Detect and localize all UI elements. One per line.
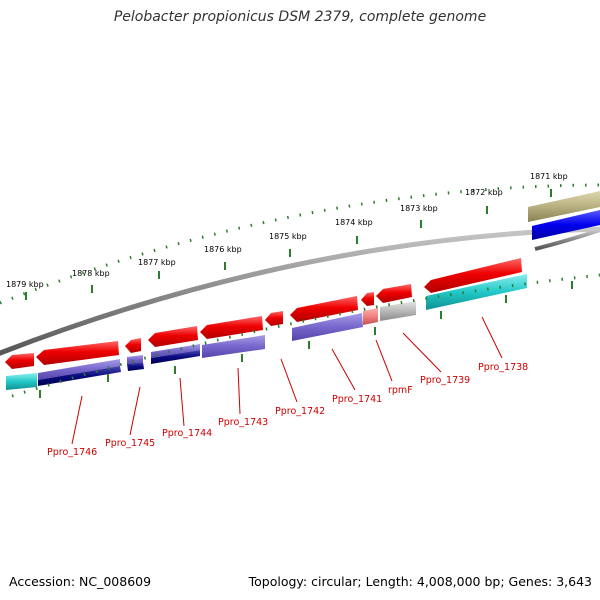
gene-callout-line xyxy=(481,316,503,359)
cds-arrow xyxy=(361,292,374,306)
forward-strand-track xyxy=(5,258,522,369)
cds-arrow xyxy=(265,311,283,326)
gene-callout-line xyxy=(129,386,141,436)
cds-block xyxy=(127,362,144,371)
scale-label: 1873 kbp xyxy=(400,204,438,213)
outer-minor-ticks xyxy=(0,183,600,305)
gene-label: Ppro_1744 xyxy=(162,428,212,439)
gene-callout-line xyxy=(402,332,442,373)
scale-label: 1875 kbp xyxy=(269,232,307,241)
cds-block xyxy=(38,366,121,386)
cds-arrow xyxy=(200,316,263,339)
scale-label: 1877 kbp xyxy=(138,258,176,267)
gene-callout-line xyxy=(179,377,185,427)
gene-label: Ppro_1739 xyxy=(420,375,470,386)
gene-label: Ppro_1745 xyxy=(105,438,155,449)
cds-block xyxy=(151,344,200,358)
gene-label: Ppro_1743 xyxy=(218,417,268,428)
gene-label: Ppro_1738 xyxy=(478,362,528,373)
cds-block xyxy=(528,191,600,222)
scale-label: 1878 kbp xyxy=(72,269,110,278)
gene-callout-line xyxy=(237,367,241,415)
gene-callout-line xyxy=(375,339,393,382)
genome-backbone xyxy=(0,226,600,356)
cds-arrow xyxy=(424,258,522,293)
cds-block xyxy=(202,335,265,358)
gene-callout-line xyxy=(280,358,298,403)
cds-arrow xyxy=(5,353,34,369)
cds-block xyxy=(426,274,527,310)
scale-label: 1874 kbp xyxy=(335,218,373,227)
cds-block xyxy=(38,359,120,380)
genome-summary: Topology: circular; Length: 4,008,000 bp… xyxy=(248,574,592,589)
gene-label: Ppro_1741 xyxy=(332,394,382,405)
cds-block xyxy=(127,355,143,364)
inner-backbone xyxy=(534,228,600,251)
inner-tick-ring xyxy=(11,273,600,398)
gene-label: rpmF xyxy=(388,385,413,396)
cds-arrow xyxy=(290,296,358,322)
scale-label: 1876 kbp xyxy=(204,245,242,254)
cds-arrow xyxy=(125,338,141,353)
accession-label: Accession: NC_008609 xyxy=(9,574,152,589)
outer-tick-ring xyxy=(0,183,600,305)
scale-label: 1879 kbp xyxy=(6,280,44,289)
cds-block xyxy=(380,301,416,321)
cds-arrow xyxy=(148,326,198,347)
cds-block xyxy=(151,350,200,364)
scale-label: 1872 kbp xyxy=(465,188,503,197)
cds-block xyxy=(532,210,600,240)
cds-block xyxy=(363,308,378,325)
gene-label: Ppro_1746 xyxy=(47,447,97,458)
gene-callout-line xyxy=(331,348,356,391)
gene-label: Ppro_1742 xyxy=(275,406,325,417)
map-title: Pelobacter propionicus DSM 2379, complet… xyxy=(113,9,487,25)
cds-category-track xyxy=(6,274,527,390)
cds-arrow xyxy=(376,284,412,303)
cds-arrow xyxy=(36,341,119,365)
cds-block xyxy=(6,373,37,390)
inner-minor-ticks xyxy=(11,273,600,398)
gene-callout-line xyxy=(71,395,83,445)
scale-label: 1871 kbp xyxy=(530,172,568,181)
cds-block xyxy=(292,313,363,341)
